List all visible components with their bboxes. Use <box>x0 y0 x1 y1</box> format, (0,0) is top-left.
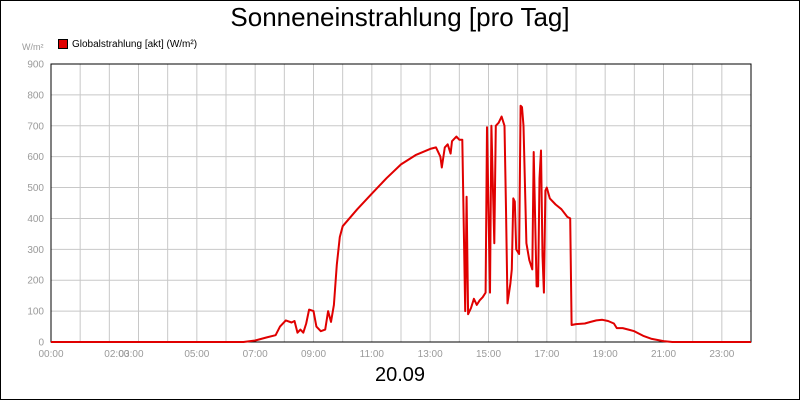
x-tick-label: 02:00 <box>104 349 129 360</box>
y-tick-label: 800 <box>27 90 44 101</box>
y-tick-label: 600 <box>27 152 44 163</box>
y-tick-label: 0 <box>38 338 44 349</box>
y-tick-label: 700 <box>27 121 44 132</box>
y-tick-label: 100 <box>27 307 44 318</box>
x-tick-label: 11:00 <box>360 349 385 360</box>
x-tick-label: 23:00 <box>709 349 734 360</box>
y-tick-label: 500 <box>27 183 44 194</box>
date-label: 20.09 <box>374 364 426 386</box>
y-tick-label: 300 <box>27 245 44 256</box>
series-line-globalstrahlung <box>51 104 751 343</box>
x-tick-label: 05:00 <box>184 349 209 360</box>
y-axis-label: W/m² <box>22 42 44 52</box>
x-tick-label: 21:00 <box>651 349 676 360</box>
chart-title: Sonneneinstrahlung [pro Tag] <box>230 2 570 32</box>
legend-swatch <box>58 39 68 49</box>
x-tick-label: 07:00 <box>243 349 268 360</box>
legend-label: Globalstrahlung [akt] (W/m²) <box>72 38 198 50</box>
x-tick-label: 13:00 <box>418 349 443 360</box>
plot-border <box>50 63 752 343</box>
x-tick-label: 03:00 <box>119 349 144 360</box>
y-tick-label: 900 <box>27 60 44 71</box>
x-tick-label: 09:00 <box>301 349 326 360</box>
x-tick-label: 00:00 <box>38 349 63 360</box>
y-tick-label: 200 <box>27 276 44 287</box>
y-tick-label: 400 <box>27 214 44 225</box>
x-tick-label: 19:00 <box>593 349 618 360</box>
legend: Globalstrahlung [akt] (W/m²) <box>58 38 197 50</box>
x-tick-label: 15:00 <box>476 349 501 360</box>
x-tick-label: 17:00 <box>534 349 559 360</box>
